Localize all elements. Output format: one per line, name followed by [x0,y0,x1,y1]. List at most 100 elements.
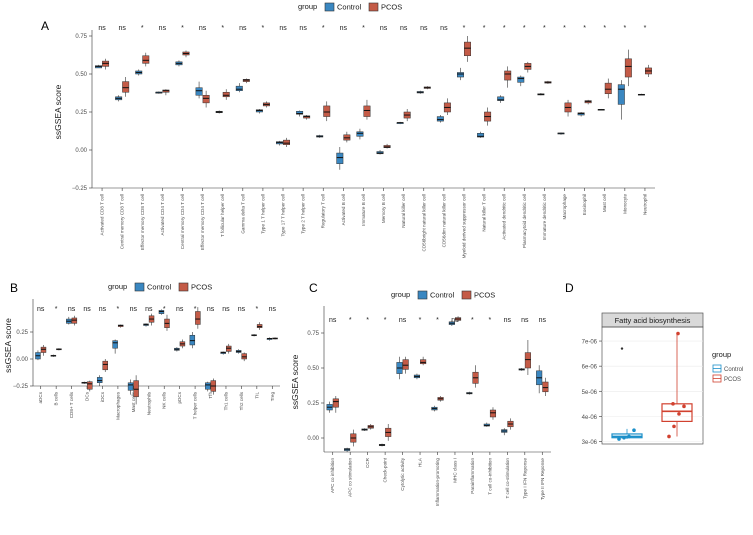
x-tick-label: Eosinophil [582,194,587,215]
x-tick-label: Immature dendritic cell [542,194,547,240]
box-pcos [40,346,47,353]
box-pcos [323,105,331,117]
x-tick-label: Neutrophils [146,391,151,415]
x-tick-label: DCs [85,391,90,401]
x-tick-label: Th2 cells [239,391,244,410]
x-tick-label: Type 2 T helper cell [301,194,306,234]
y-tick-label: 0.25 [75,110,87,116]
data-point [676,331,680,336]
x-tick-label: APC co inhibition [330,458,335,493]
significance-label: * [194,306,197,313]
box-pcos [489,409,497,418]
x-tick-label: Monocyte [622,194,627,214]
x-tick-label: Effector memory CD4 T cell [200,194,205,250]
significance-label: ns [37,306,45,313]
box-pcos [363,105,371,117]
x-tick-label: HLA [418,457,423,467]
box-pcos [256,324,263,328]
legend-key-pcos [461,290,472,300]
box-pcos [122,81,130,93]
x-tick-label: T helper cells [193,391,198,419]
legend-key-pcos [178,282,189,292]
box-pcos [195,311,201,325]
x-tick-label: Activated B cell [341,194,346,225]
y-tick-label: 6e-06 [582,365,598,371]
x-tick-label: Neutrophil [642,194,647,215]
significance-label: ns [504,317,512,324]
box-pcos [464,41,471,57]
y-axis-title: ssGSEA score [3,318,13,373]
x-tick-label: Macrophages [115,391,120,420]
significance-label: ns [420,25,428,32]
significance-label: * [255,306,258,313]
legend-key-pcos [368,2,379,12]
data-point [672,424,676,429]
x-tick-label: T cell co-stimulation [505,458,510,499]
x-tick-label: CD56dim natural killer cell [441,194,446,247]
significance-label: * [503,25,506,32]
legend-label-pcos: PCOS [191,283,212,292]
significance-label: * [362,25,365,32]
box-pcos [133,380,139,398]
significance-label: * [221,25,224,32]
significance-label: ns [118,25,126,32]
legend-key-control [417,290,428,300]
significance-label: ns [399,317,407,324]
box-pcos [241,353,247,360]
significance-label: ns [68,306,76,313]
significance-label: ns [98,25,106,32]
x-tick-label: NK cells [162,391,167,409]
significance-label: * [262,25,265,32]
y-tick-label: 0.75 [75,34,87,40]
legend-key-control [134,282,145,292]
significance-label: * [523,25,526,32]
y-tick-label: 0.00 [16,357,28,363]
box-control [477,133,485,138]
x-tick-label: Natural killer cell [401,194,406,228]
box-control [436,116,444,122]
x-tick-label: Mast cells [131,391,136,412]
x-tick-label: aDCs [38,391,43,403]
significance-label: * [419,317,422,324]
significance-label: * [55,306,58,313]
data-point [667,434,671,439]
y-tick-label: 0.50 [307,366,319,372]
y-tick-label: 5e-06 [582,390,598,396]
significance-label: * [463,25,466,32]
box-pcos [524,352,531,369]
x-tick-label: Natural killer T cell [482,194,487,232]
y-tick-label: 0.75 [307,331,319,337]
significance-label: * [543,25,546,32]
x-tick-label: Cytolytic activity [400,457,405,490]
y-tick-label: 0.50 [75,72,87,78]
significance-label: ns [269,306,277,313]
legend-label-pcos: PCOS [724,377,741,383]
y-tick-label: 4e-06 [582,415,598,421]
panel-label: C [309,281,318,295]
x-tick-label: Myeloid derived suppressor cell [461,194,466,258]
x-tick-label: Immature B cell [361,194,366,226]
box-control [127,382,134,391]
box-control [336,152,344,164]
x-tick-label: Central memory CD8 T cell [120,194,125,249]
x-tick-label: Type 1 T helper cell [260,194,265,234]
x-tick-label: T follicular helper cell [220,194,225,237]
box-control [205,382,211,390]
box-control [235,85,243,91]
significance-label: ns [159,25,167,32]
x-tick-label: Central memory CD4 T cell [180,194,185,249]
significance-label: ns [380,25,388,32]
box-pcos [202,95,210,104]
box-pcos [142,55,150,64]
data-point [622,435,626,440]
box-control [189,334,196,346]
significance-label: * [366,317,369,324]
significance-label: ns [176,306,184,313]
significance-label: * [644,25,647,32]
box-control [195,87,203,96]
y-tick-label: 0.00 [307,436,319,442]
legend-label-control: Control [430,291,455,300]
legend-label-control: Control [147,283,172,292]
